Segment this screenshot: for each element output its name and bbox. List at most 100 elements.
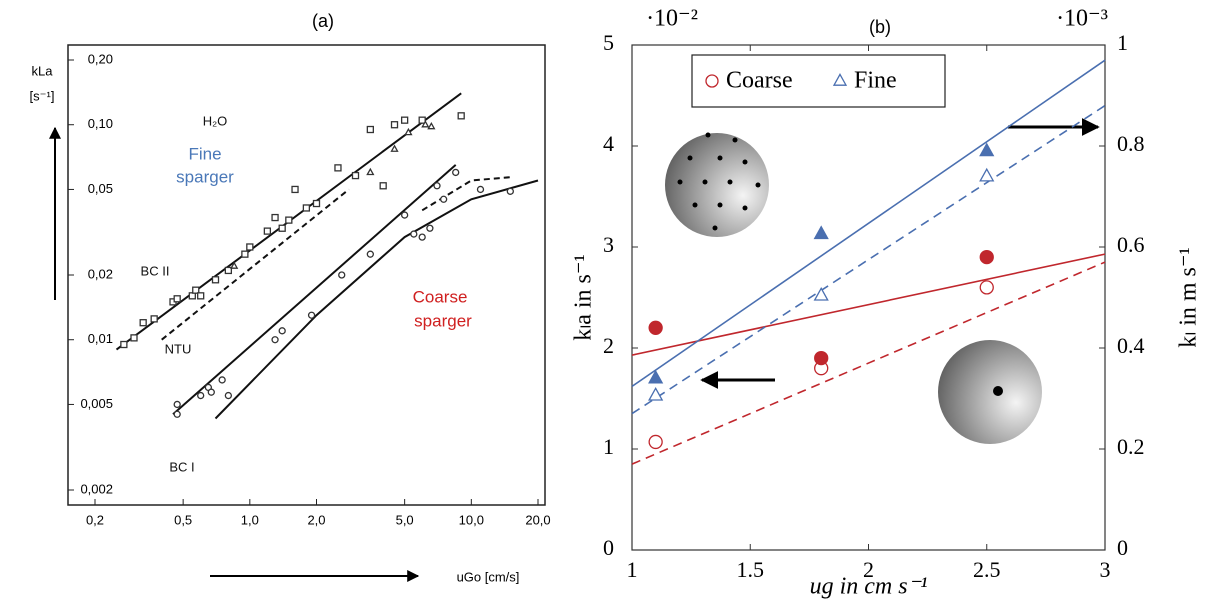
marker-circle (648, 434, 663, 450)
y-tick-label: 0,20 (88, 51, 113, 66)
sparger-hole (702, 179, 708, 185)
annotation: Fine (188, 144, 221, 163)
y-tick-label: 0,05 (88, 181, 113, 196)
annotation: BC II (141, 263, 170, 278)
marker-triangle (832, 73, 848, 86)
marker-circle (705, 74, 719, 88)
x-tick-label: 0,5 (174, 512, 192, 527)
y-tick-label: 0,10 (88, 116, 113, 131)
x-tick-label: 2,0 (307, 512, 325, 527)
marker-square (366, 125, 374, 134)
marker-square (400, 116, 409, 124)
y2-tick-label: 1 (1117, 30, 1128, 55)
panel-title: (a) (312, 11, 334, 31)
x-tick-label: 3 (1100, 557, 1111, 582)
sparger-hole (755, 182, 761, 188)
marker-square (150, 315, 158, 323)
marker-triangle (390, 144, 399, 152)
y-axis-label: kLa (32, 63, 54, 78)
marker-square (285, 216, 293, 224)
fine-sparger-icon (665, 132, 769, 237)
marker-circle (197, 391, 205, 400)
panel-title: (b) (869, 17, 891, 37)
fit-line (631, 59, 1106, 388)
y-axis-label: kₗa in s⁻¹ (571, 254, 597, 341)
x-tick-label: 1.5 (737, 557, 765, 582)
sparger-hole (712, 225, 718, 231)
marker-square (312, 199, 321, 208)
marker-triangle (230, 261, 239, 269)
marker-circle (366, 250, 374, 258)
y-multiplier: ·10⁻² (646, 6, 698, 32)
legend-label: Fine (854, 68, 897, 94)
marker-circle (979, 249, 994, 265)
marker-triangle (648, 369, 664, 384)
y-axis-label: [s⁻¹] (30, 88, 55, 103)
marker-circle (979, 280, 994, 295)
coarse-sparger-icon (938, 340, 1042, 444)
marker-circle (439, 195, 448, 203)
marker-triangle (813, 286, 829, 301)
marker-circle (648, 320, 663, 335)
marker-square (173, 295, 181, 303)
marker-triangle (427, 121, 436, 130)
marker-circle (278, 327, 286, 335)
y2-multiplier: ·10⁻³ (1056, 6, 1108, 32)
x-tick-label: 20,0 (525, 512, 550, 527)
x-tick-label: 0,2 (86, 512, 104, 527)
marker-circle (452, 168, 460, 177)
y-tick-label: 4 (603, 131, 614, 156)
marker-square (139, 319, 147, 327)
marker-circle (410, 230, 418, 238)
marker-square (197, 292, 205, 300)
marker-triangle (979, 142, 995, 157)
sparger-hole (705, 132, 711, 138)
marker-triangle (404, 127, 413, 136)
marker-triangle (366, 167, 375, 176)
y-tick-label: 2 (603, 333, 614, 358)
marker-circle (476, 185, 485, 194)
sparger-hole (687, 155, 693, 161)
annotation: NTU (165, 341, 192, 356)
x-tick-label: 2.5 (973, 557, 1001, 582)
marker-square (130, 334, 138, 342)
marker-triangle (648, 386, 664, 401)
y-tick-label: 0 (603, 535, 614, 560)
fit-line (214, 179, 539, 420)
y-tick-label: 0,02 (88, 266, 113, 281)
annotation: BC I (169, 459, 194, 474)
marker-square (418, 116, 426, 124)
fit-line (631, 104, 1106, 415)
marker-circle (400, 211, 409, 219)
legend-label: Coarse (726, 68, 793, 94)
y-tick-label: 0,002 (80, 481, 113, 496)
marker-square (120, 340, 128, 349)
annotation: Coarse (413, 287, 468, 306)
y-tick-label: 3 (603, 232, 614, 257)
y2-tick-label: 0 (1117, 535, 1128, 560)
y2-axis-label: kₗ in m s⁻¹ (1176, 247, 1202, 348)
marker-circle (426, 224, 434, 232)
fit-line (631, 261, 1106, 465)
legend-box (691, 54, 946, 108)
marker-square (351, 171, 360, 180)
sparger-hole (742, 159, 748, 165)
sparger-hole (717, 155, 723, 161)
y2-tick-label: 0.4 (1117, 333, 1145, 358)
fit-line (161, 188, 350, 341)
sparger-hole (717, 202, 723, 208)
sparger-hole (677, 179, 683, 185)
marker-circle (224, 391, 233, 400)
x-tick-label: 10,0 (459, 512, 484, 527)
sparger-hole (727, 179, 733, 185)
y-tick-label: 1 (603, 434, 614, 459)
marker-circle (433, 182, 441, 190)
y2-tick-label: 0.8 (1117, 131, 1145, 156)
x-tick-label: 1 (627, 557, 638, 582)
marker-circle (173, 410, 181, 418)
marker-square (457, 112, 465, 120)
marker-circle (173, 400, 181, 409)
fit-line (421, 176, 511, 212)
sparger-hole (742, 205, 748, 211)
